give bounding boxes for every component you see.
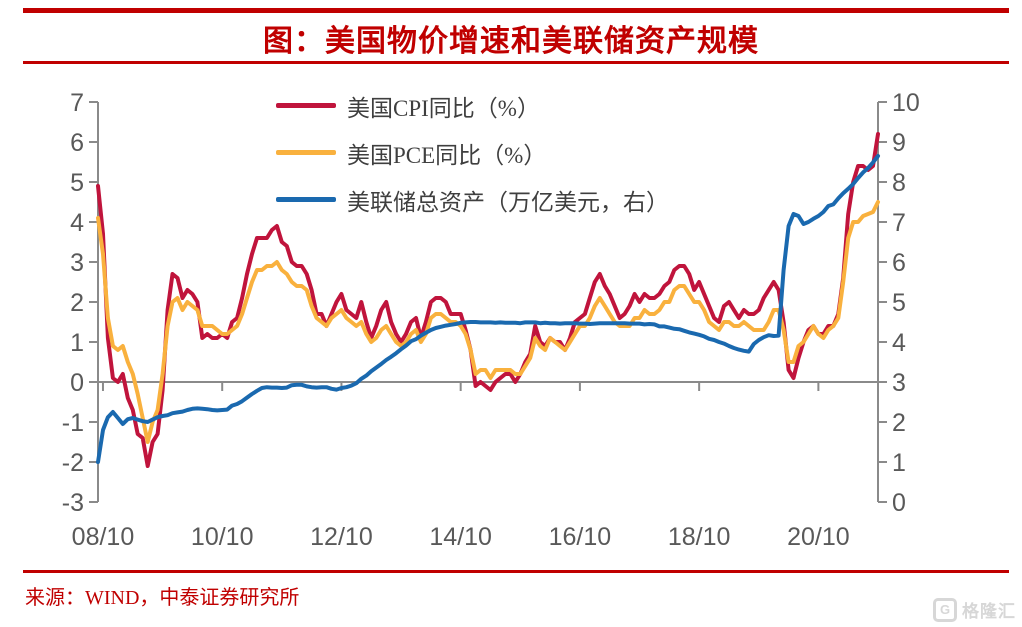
y-axis-left-label: -2 [62,449,84,477]
x-axis-label: 14/10 [429,523,492,551]
x-axis-label: 20/10 [787,523,850,551]
legend-item-cpi: 美国CPI同比（%） [276,82,669,129]
y-axis-left-label: 5 [70,169,84,197]
y-axis-left-label: 1 [70,329,84,357]
chart-title: 图：美国物价增速和美联储资产规模 [263,25,759,58]
x-axis-label: 18/10 [668,523,731,551]
y-axis-left-label: 2 [70,289,84,317]
y-axis-right-label: 3 [892,369,906,397]
y-axis-left-label: -3 [62,489,84,517]
title-underline-rule [23,61,1009,64]
legend-label-cpi: 美国CPI同比（%） [347,95,540,121]
y-axis-right-label: 6 [892,249,906,277]
y-axis-left-label: 0 [70,369,84,397]
legend-swatch-pce-icon [276,150,336,155]
y-axis-right-label: 4 [892,329,906,357]
top-red-rule [23,8,1009,13]
legend-swatch-cpi-icon [276,103,336,108]
series-line-pce [96,200,880,444]
y-axis-left-label: 6 [70,129,84,157]
gelonghui-logo-icon: G [933,597,957,622]
x-axis-label: 10/10 [191,523,254,551]
y-axis-left-label: 3 [70,249,84,277]
y-axis-right-label: 5 [892,289,906,317]
legend-label-pce: 美国PCE同比（%） [347,142,547,168]
legend-label-fed: 美联储总资产（万亿美元，右） [347,189,669,215]
y-axis-right-label: 1 [892,449,906,477]
watermark-text: 格隆汇 [962,602,1016,621]
series-line-fed [96,154,880,464]
source-text: 来源：WIND，中泰证券研究所 [25,587,300,609]
y-axis-right-label: 2 [892,409,906,437]
y-axis-right-label: 8 [892,169,906,197]
y-axis-right-label: 7 [892,209,906,237]
x-axis-label: 16/10 [549,523,612,551]
x-axis-label: 12/10 [310,523,373,551]
legend-swatch-fed-icon [276,197,336,202]
y-axis-right-label: 0 [892,489,906,517]
x-axis-label: 08/10 [72,523,135,551]
y-axis-left-label: 4 [70,209,84,237]
watermark: G 格隆汇 [933,597,1016,622]
y-axis-left-label: -1 [62,409,84,437]
y-axis-right-label: 9 [892,129,906,157]
legend-item-pce: 美国PCE同比（%） [276,129,669,176]
y-axis-left-label: 7 [70,89,84,117]
footer-red-rule [23,570,1009,573]
y-axis-right-label: 10 [892,89,920,117]
legend-item-fed: 美联储总资产（万亿美元，右） [276,176,669,223]
legend: 美国CPI同比（%） 美国PCE同比（%） 美联储总资产（万亿美元，右） [276,82,669,223]
